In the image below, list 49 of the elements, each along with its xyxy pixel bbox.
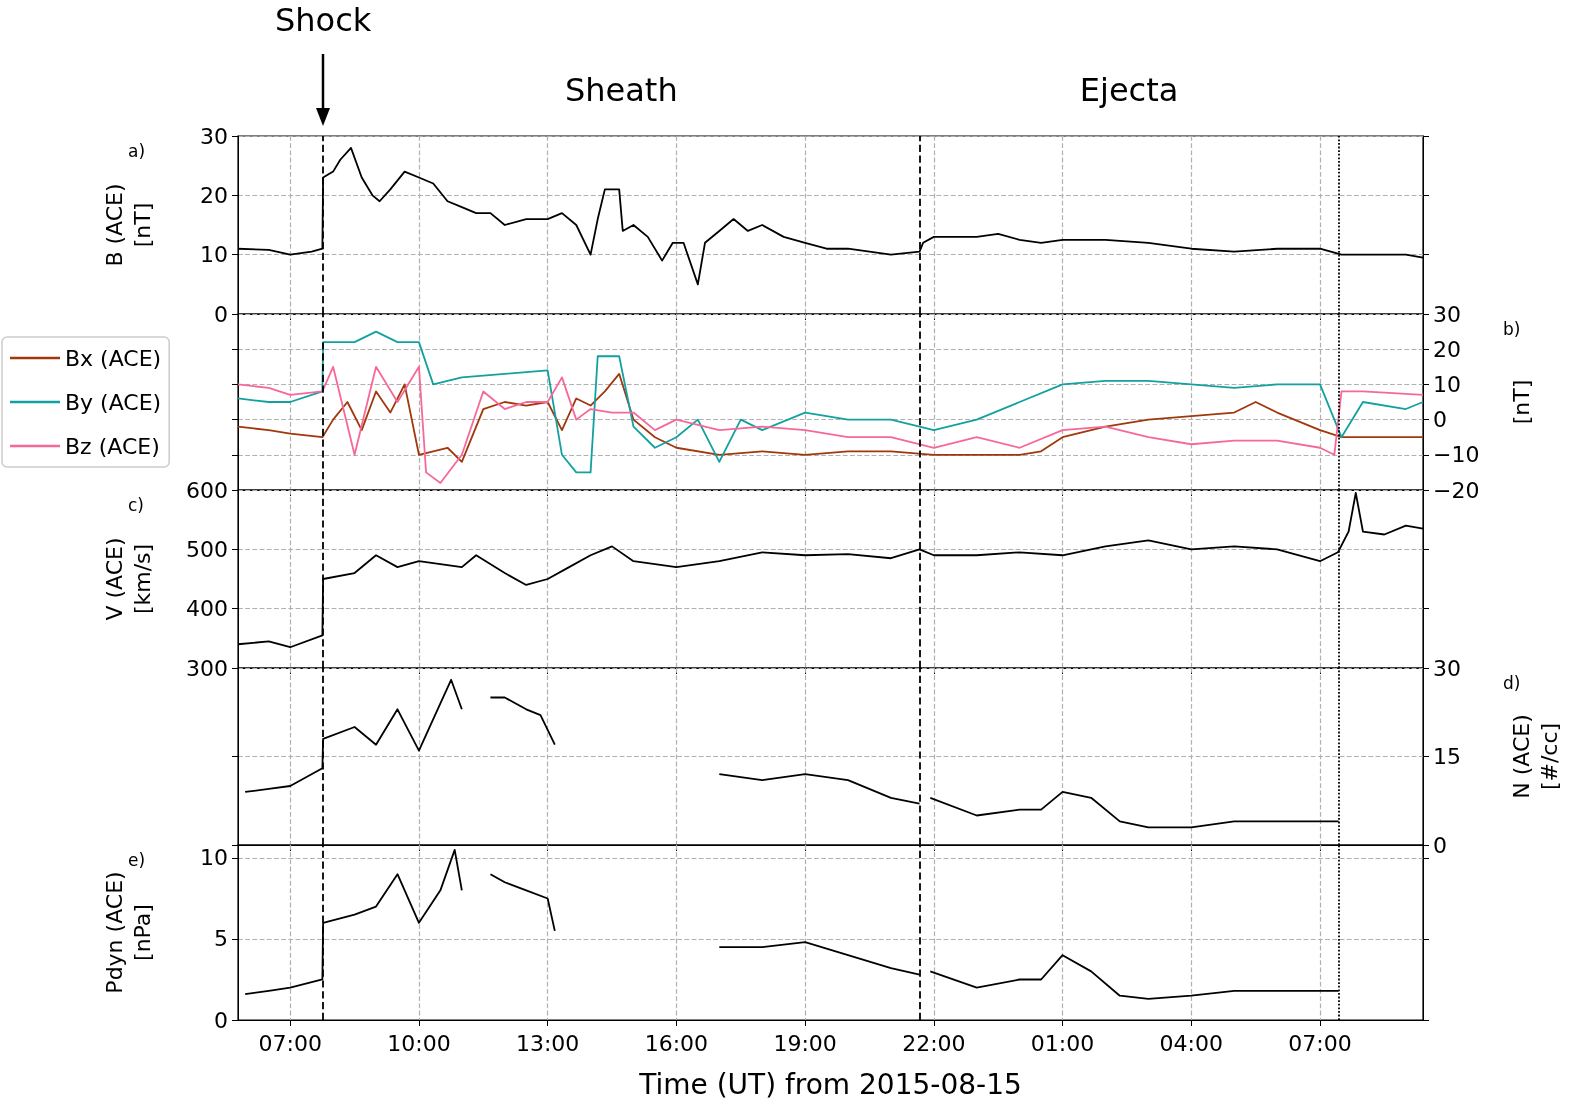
y-axis-title: V (ACE) [km/s] bbox=[101, 537, 155, 621]
x-tick-label: 13:00 bbox=[515, 1030, 580, 1056]
x-tick-label: 04:00 bbox=[1159, 1030, 1223, 1056]
y-tick-label: 0 bbox=[214, 1007, 228, 1033]
y2-tick-label: 20 bbox=[1433, 336, 1461, 362]
y-tick-label: 400 bbox=[186, 596, 228, 622]
x-axis-title: Time (UT) from 2015-08-15 bbox=[638, 1067, 1022, 1101]
line-series bbox=[237, 365, 1424, 484]
x-tick-label: 16:00 bbox=[644, 1030, 709, 1056]
y2-axis-title: [nT] bbox=[1508, 379, 1534, 425]
y2-tick-label: −20 bbox=[1433, 477, 1480, 503]
x-tick-label: 10:00 bbox=[387, 1030, 451, 1056]
y2-tick-label: 30 bbox=[1433, 655, 1461, 681]
y2-tick-label: 15 bbox=[1433, 744, 1461, 769]
y-tick-label: 10 bbox=[200, 845, 228, 871]
y-tick-label: 20 bbox=[200, 182, 228, 208]
text: Sheath bbox=[564, 71, 678, 109]
text: e) bbox=[128, 849, 146, 870]
x-tick-label: 19:00 bbox=[773, 1030, 837, 1056]
ref-line-label: Shock bbox=[274, 1, 372, 39]
y2-tick-label: 0 bbox=[1433, 832, 1447, 858]
text: Ejecta bbox=[1079, 71, 1179, 109]
legend-label: Bx (ACE) bbox=[65, 345, 162, 371]
text: d) bbox=[1503, 672, 1521, 693]
legend-label: Bz (ACE) bbox=[65, 433, 160, 459]
x-tick-label: 22:00 bbox=[902, 1030, 966, 1056]
y2-tick-label: 30 bbox=[1433, 301, 1461, 327]
y2-tick-label: 0 bbox=[1433, 407, 1447, 433]
y-tick-label: 5 bbox=[214, 926, 228, 952]
text: a) bbox=[128, 140, 146, 161]
y-tick-label: 10 bbox=[200, 242, 228, 268]
legend-label: By (ACE) bbox=[65, 389, 162, 415]
line-series bbox=[237, 372, 1424, 463]
text: c) bbox=[128, 494, 144, 515]
y-tick-label: 0 bbox=[214, 301, 228, 327]
y-axis-title: B (ACE) [nT] bbox=[101, 183, 155, 267]
text: b) bbox=[1503, 318, 1521, 339]
y-tick-label: 600 bbox=[186, 477, 228, 503]
y-tick-label: 500 bbox=[186, 536, 228, 562]
y2-tick-label: −10 bbox=[1433, 442, 1480, 468]
x-tick-label: 07:00 bbox=[1288, 1030, 1352, 1056]
y-tick-label: 300 bbox=[186, 655, 228, 681]
y2-axis-title: N (ACE) [#/cc] bbox=[1508, 714, 1562, 799]
y2-tick-label: 10 bbox=[1433, 371, 1461, 397]
x-tick-label: 07:00 bbox=[258, 1030, 322, 1056]
x-tick-label: 01:00 bbox=[1030, 1030, 1095, 1056]
y-tick-label: 30 bbox=[200, 123, 228, 149]
y-axis-title: Pdyn (ACE) [nPa] bbox=[101, 871, 155, 994]
line-series bbox=[237, 330, 1424, 474]
